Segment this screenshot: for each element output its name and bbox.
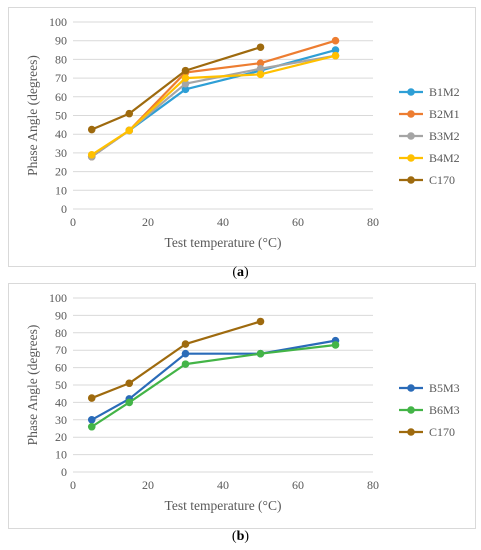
chart-a-point-B1M2-2 xyxy=(181,85,190,94)
chart-a-y-tick-label-3: 30 xyxy=(55,146,67,160)
chart-a-x-tick-label-3: 60 xyxy=(292,215,304,229)
chart-b: 0 10 20 30 40 50 60 70 80 90 100 0 20 40 60 80 Test temp… xyxy=(25,291,460,513)
chart-b-y-axis-label: Phase Angle (degrees) xyxy=(25,325,40,446)
chart-a-point-B4M2-4 xyxy=(331,51,340,60)
caption-b: (b) xyxy=(231,529,250,544)
chart-a-y-tick-label-8: 80 xyxy=(55,52,67,66)
chart-a-y-tick-label-4: 40 xyxy=(55,127,67,141)
chart-a-y-tick-label-10: 100 xyxy=(49,15,67,29)
chart-a-legend-label-C170: C170 xyxy=(429,173,455,187)
chart-b-series-line-C170 xyxy=(91,320,261,400)
chart-a-series-line-B3M2 xyxy=(91,54,336,158)
chart-b-point-B5M3-0 xyxy=(87,416,96,424)
chart-a-legend-marker-B3M2 xyxy=(407,132,415,140)
chart-b-x-axis-label: Test temperature (°C) xyxy=(165,498,282,513)
chart-a-x-tick-label-4: 80 xyxy=(367,215,379,229)
chart-a-x-tick-label-2: 40 xyxy=(217,215,229,229)
chart-a-point-B4M2-1 xyxy=(125,126,134,135)
chart-a-series-line-B4M2 xyxy=(91,54,336,156)
chart-a-y-tick-label-1: 10 xyxy=(55,183,67,197)
chart-b-point-B6M3-1 xyxy=(125,398,134,407)
chart-b-y-tick-label-0: 0 xyxy=(61,465,67,479)
chart-a-y-tick-label-5: 50 xyxy=(55,109,67,123)
chart-b-legend-marker-B6M3 xyxy=(407,406,415,414)
chart-b-y-tick-label-10: 100 xyxy=(49,291,67,305)
chart-a-legend-marker-C170 xyxy=(407,176,415,184)
chart-a-point-B3M2-3 xyxy=(256,64,265,73)
chart-panel-a: 0 10 20 30 40 50 60 70 80 90 100 0 20 40 60 80 Test temp… xyxy=(8,7,476,267)
chart-a-point-B3M2-2 xyxy=(181,79,190,88)
chart-b-y-tick-label-4: 40 xyxy=(55,395,67,409)
chart-a-series-line-B1M2 xyxy=(91,48,336,158)
chart-b-x-tick-label-4: 80 xyxy=(367,478,379,492)
chart-a-point-C170-0 xyxy=(87,125,96,134)
chart-a-y-tick-label-9: 90 xyxy=(55,34,67,48)
chart-b-y-tick-label-9: 90 xyxy=(55,308,67,322)
chart-a-point-B4M2-3 xyxy=(256,70,265,79)
chart-b-y-tick-label-7: 70 xyxy=(55,343,67,357)
chart-b-point-B5M3-2 xyxy=(181,349,190,358)
chart-a-legend-label-B2M1: B2M1 xyxy=(429,107,460,121)
chart-b-y-tick-label-1: 10 xyxy=(55,448,67,462)
chart-a-legend-label-B4M2: B4M2 xyxy=(429,151,460,165)
chart-a-y-axis-label: Phase Angle (degrees) xyxy=(25,55,40,176)
chart-b-y-tick-label-5: 50 xyxy=(55,378,67,392)
chart-a-point-B2M1-4 xyxy=(331,36,340,45)
chart-b-legend-label-B6M3: B6M3 xyxy=(429,403,460,417)
chart-a-x-axis-label: Test temperature (°C) xyxy=(165,235,282,250)
chart-a-point-B4M2-0 xyxy=(87,150,96,159)
chart-b-point-C170-1 xyxy=(125,379,134,388)
chart-a: 0 10 20 30 40 50 60 70 80 90 100 0 20 40 60 80 Test temp… xyxy=(25,15,460,250)
chart-b-point-B6M3-0 xyxy=(87,422,96,431)
chart-a-point-B1M2-4 xyxy=(331,46,340,54)
chart-b-point-B6M3-3 xyxy=(256,349,265,358)
chart-panel-b: 0 10 20 30 40 50 60 70 80 90 100 0 20 40 60 80 Test temp… xyxy=(8,283,476,529)
chart-a-legend-marker-B1M2 xyxy=(407,88,415,96)
chart-a-series-line-B2M1 xyxy=(91,39,336,158)
chart-a-y-tick-label-2: 20 xyxy=(55,165,67,179)
chart-b-y-tick-label-2: 20 xyxy=(55,430,67,444)
chart-b-legend-marker-C170 xyxy=(407,428,415,436)
caption-a: (a) xyxy=(232,265,249,280)
chart-b-point-C170-0 xyxy=(87,394,96,402)
chart-b-y-tick-label-8: 80 xyxy=(55,326,67,340)
chart-a-point-B2M1-3 xyxy=(256,59,265,67)
chart-a-point-C170-2 xyxy=(181,66,190,75)
chart-a-point-C170-1 xyxy=(125,109,134,118)
chart-a-y-tick-label-6: 60 xyxy=(55,90,67,104)
chart-b-legend-label-C170: C170 xyxy=(429,425,455,439)
chart-b-x-tick-label-3: 60 xyxy=(292,478,304,492)
chart-a-y-tick-label-0: 0 xyxy=(61,202,67,216)
chart-b-point-B6M3-2 xyxy=(181,360,190,368)
chart-b-x-tick-label-0: 0 xyxy=(70,478,76,492)
chart-a-legend-marker-B4M2 xyxy=(407,154,415,162)
chart-a-legend-label-B1M2: B1M2 xyxy=(429,85,460,99)
chart-b-y-tick-label-3: 30 xyxy=(55,413,67,427)
chart-b-legend-label-B5M3: B5M3 xyxy=(429,381,460,395)
chart-a-point-B4M2-2 xyxy=(181,74,190,82)
chart-b-legend-marker-B5M3 xyxy=(407,384,415,392)
chart-a-series-line-C170 xyxy=(91,46,261,131)
chart-b-x-tick-label-1: 20 xyxy=(142,478,154,492)
chart-b-point-B6M3-4 xyxy=(331,341,340,349)
chart-b-x-tick-label-2: 40 xyxy=(217,478,229,492)
chart-a-legend-label-B3M2: B3M2 xyxy=(429,129,460,143)
chart-a-y-tick-label-7: 70 xyxy=(55,71,67,85)
chart-a-point-C170-3 xyxy=(256,43,265,52)
chart-b-y-tick-label-6: 60 xyxy=(55,361,67,375)
chart-a-legend-marker-B2M1 xyxy=(407,110,415,118)
chart-b-point-C170-2 xyxy=(181,340,190,348)
chart-b-point-C170-3 xyxy=(256,317,265,326)
caption-b-letter: b xyxy=(236,529,245,544)
caption-a-letter: a xyxy=(237,265,244,280)
chart-a-x-tick-label-1: 20 xyxy=(142,215,154,229)
chart-a-x-tick-label-0: 0 xyxy=(70,215,76,229)
